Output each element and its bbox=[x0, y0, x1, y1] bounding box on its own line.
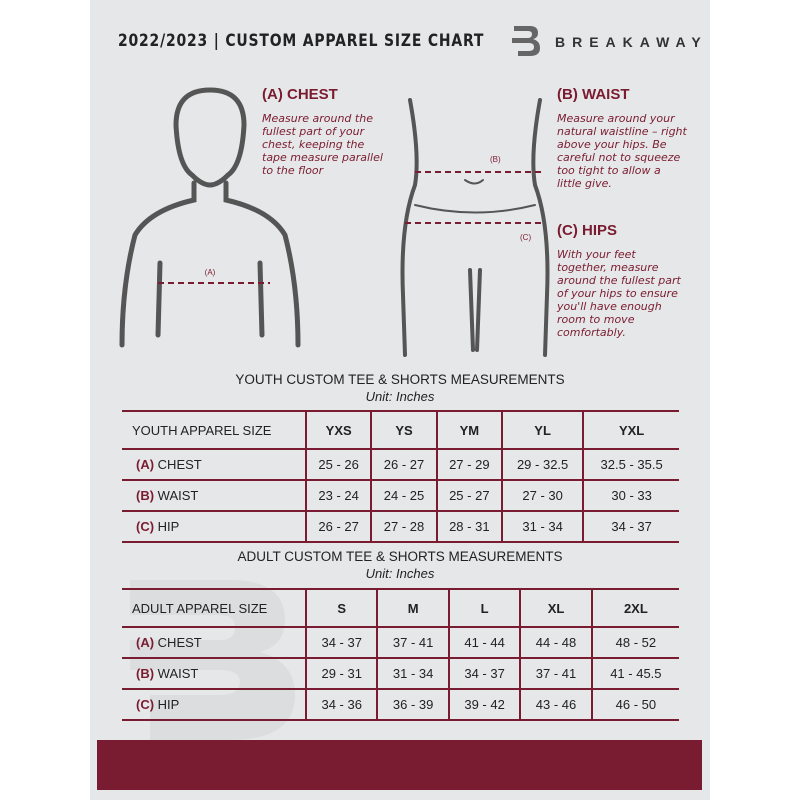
adult-size-table: ADULT APPAREL SIZE S M L XL 2XL (A) CHEST 34 - … bbox=[122, 588, 679, 721]
youth-size-table: YOUTH APPAREL SIZE YXS YS YM YL YXL (A) CHEST 2… bbox=[122, 410, 679, 543]
page-title: 2022/2023 | CUSTOM APPAREL SIZE CHART bbox=[118, 31, 485, 51]
column-header: S bbox=[304, 588, 378, 628]
row-label: (A) CHEST bbox=[122, 626, 306, 659]
table-cell: 25 - 27 bbox=[435, 479, 502, 512]
column-header: YL bbox=[500, 410, 584, 450]
column-header: YXL bbox=[582, 410, 679, 450]
upper-body-figure: (A) bbox=[119, 87, 301, 348]
table-row: (C) HIP 26 - 27 27 - 28 28 - 31 31 - 34 34 - … bbox=[122, 510, 679, 543]
table-cell: 37 - 41 bbox=[519, 657, 592, 690]
row-code: (C) bbox=[136, 697, 155, 712]
table-cell: 28 - 31 bbox=[435, 510, 502, 543]
waist-marker: (B) bbox=[490, 155, 501, 164]
column-header: YXS bbox=[304, 410, 372, 450]
column-header: L bbox=[447, 588, 521, 628]
table-cell: 26 - 27 bbox=[304, 510, 372, 543]
chest-heading: (A) CHEST bbox=[262, 86, 338, 103]
row-name: CHEST bbox=[157, 635, 202, 650]
hips-description: With your feet together, measure around … bbox=[557, 248, 681, 339]
row-label: (A) CHEST bbox=[122, 448, 306, 481]
table-cell: 34 - 36 bbox=[304, 688, 378, 721]
table-cell: 39 - 42 bbox=[447, 688, 521, 721]
table-cell: 34 - 37 bbox=[447, 657, 521, 690]
table-cell: 41 - 44 bbox=[447, 626, 521, 659]
table-row: (B) WAIST 23 - 24 24 - 25 25 - 27 27 - 30 30 … bbox=[122, 479, 679, 512]
table-cell: 41 - 45.5 bbox=[590, 657, 679, 690]
table-cell: 31 - 34 bbox=[376, 657, 449, 690]
row-label: (B) WAIST bbox=[122, 479, 306, 512]
waist-heading: (B) WAIST bbox=[557, 86, 630, 103]
hips-heading: (C) HIPS bbox=[557, 222, 617, 239]
column-header: YS bbox=[370, 410, 437, 450]
column-header: 2XL bbox=[590, 588, 679, 628]
row-name: HIP bbox=[157, 697, 180, 712]
table-cell: 32.5 - 35.5 bbox=[582, 448, 679, 481]
row-code: (C) bbox=[136, 519, 155, 534]
table-cell: 27 - 29 bbox=[435, 448, 502, 481]
row-name: HIP bbox=[157, 519, 180, 534]
table-header-row: YOUTH APPAREL SIZE YXS YS YM YL YXL bbox=[122, 410, 679, 450]
breakaway-logo bbox=[512, 26, 540, 56]
table-cell: 34 - 37 bbox=[304, 626, 378, 659]
table-cell: 29 - 32.5 bbox=[500, 448, 584, 481]
hips-marker: (C) bbox=[520, 233, 531, 242]
table-cell: 26 - 27 bbox=[370, 448, 437, 481]
column-header: ADULT APPAREL SIZE bbox=[122, 588, 306, 628]
column-header: XL bbox=[519, 588, 592, 628]
table-cell: 24 - 25 bbox=[370, 479, 437, 512]
youth-title: YOUTH CUSTOM TEE & SHORTS MEASUREMENTS bbox=[235, 372, 565, 387]
row-label: (B) WAIST bbox=[122, 657, 306, 690]
table-cell: 27 - 30 bbox=[500, 479, 584, 512]
row-name: WAIST bbox=[157, 488, 199, 503]
waist-description: Measure around your natural waistline – … bbox=[557, 112, 687, 190]
table-row: (B) WAIST 29 - 31 31 - 34 34 - 37 37 - 41 41 … bbox=[122, 657, 679, 690]
column-header: YOUTH APPAREL SIZE bbox=[122, 410, 306, 450]
adult-unit: Unit: Inches bbox=[365, 566, 435, 581]
table-cell: 30 - 33 bbox=[582, 479, 679, 512]
table-cell: 46 - 50 bbox=[590, 688, 679, 721]
youth-unit: Unit: Inches bbox=[365, 389, 435, 404]
table-cell: 25 - 26 bbox=[304, 448, 372, 481]
adult-title: ADULT CUSTOM TEE & SHORTS MEASUREMENTS bbox=[237, 549, 563, 564]
table-cell: 29 - 31 bbox=[304, 657, 378, 690]
row-label: (C) HIP bbox=[122, 510, 306, 543]
row-label: (C) HIP bbox=[122, 688, 306, 721]
row-code: (A) bbox=[136, 635, 155, 650]
table-row: (C) HIP 34 - 36 36 - 39 39 - 42 43 - 46 46 - … bbox=[122, 688, 679, 721]
table-cell: 43 - 46 bbox=[519, 688, 592, 721]
lower-body-figure: (B) (C) bbox=[400, 98, 550, 357]
youth-section-heading: YOUTH CUSTOM TEE & SHORTS MEASUREMENTS U… bbox=[120, 372, 680, 404]
table-cell: 48 - 52 bbox=[590, 626, 679, 659]
row-name: WAIST bbox=[157, 666, 199, 681]
column-header: M bbox=[376, 588, 449, 628]
table-row: (A) CHEST 25 - 26 26 - 27 27 - 29 29 - 32.5 3… bbox=[122, 448, 679, 481]
row-code: (A) bbox=[136, 457, 155, 472]
table-cell: 36 - 39 bbox=[376, 688, 449, 721]
footer-bar bbox=[97, 740, 702, 790]
column-header: YM bbox=[435, 410, 502, 450]
row-code: (B) bbox=[136, 666, 155, 681]
adult-section-heading: ADULT CUSTOM TEE & SHORTS MEASUREMENTS U… bbox=[120, 549, 680, 581]
row-code: (B) bbox=[136, 488, 155, 503]
table-cell: 27 - 28 bbox=[370, 510, 437, 543]
chest-marker: (A) bbox=[205, 268, 216, 277]
row-name: CHEST bbox=[157, 457, 202, 472]
table-cell: 34 - 37 bbox=[582, 510, 679, 543]
brand-name: BREAKAWAY bbox=[555, 34, 708, 50]
table-cell: 23 - 24 bbox=[304, 479, 372, 512]
table-header-row: ADULT APPAREL SIZE S M L XL 2XL bbox=[122, 588, 679, 628]
table-cell: 44 - 48 bbox=[519, 626, 592, 659]
table-cell: 37 - 41 bbox=[376, 626, 449, 659]
table-row: (A) CHEST 34 - 37 37 - 41 41 - 44 44 - 48 48 … bbox=[122, 626, 679, 659]
chest-description: Measure around the fullest part of your … bbox=[262, 112, 383, 177]
table-cell: 31 - 34 bbox=[500, 510, 584, 543]
